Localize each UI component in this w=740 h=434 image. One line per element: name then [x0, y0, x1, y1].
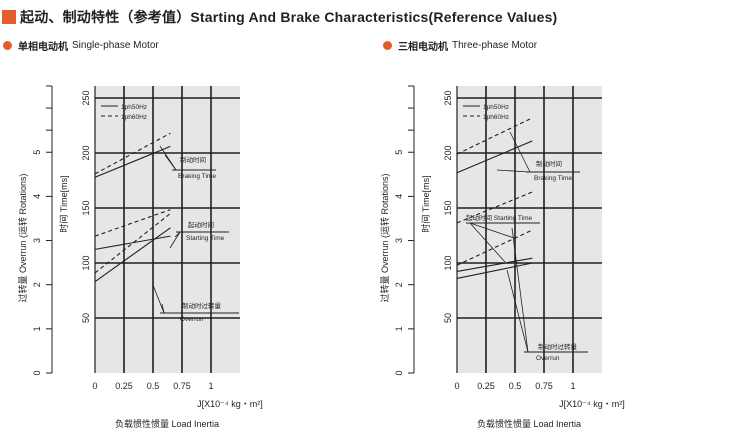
- series-line: [456, 262, 533, 279]
- annotation-cn: 制动时过转量: [538, 342, 578, 351]
- x-tick-label: 0.5: [147, 381, 160, 391]
- overrun-tick-label: 4: [32, 194, 42, 199]
- x-tick-label: 1: [570, 381, 575, 391]
- legend-entry: 1ph50Hz: [483, 104, 509, 111]
- annotation-leader: [496, 169, 531, 173]
- time-tick-label: 100: [443, 255, 453, 270]
- series-line: [94, 227, 171, 283]
- chart-1-subtitle-cn: 单相电动机: [18, 42, 68, 53]
- time-tick-label: 250: [81, 90, 91, 105]
- overrun-axis-label: 过转量 Overrun (运转 Rotations): [17, 173, 28, 302]
- overrun-tick-label: 5: [394, 150, 404, 155]
- overrun-tick-label: 3: [394, 238, 404, 243]
- annotation-en: Braking Time: [534, 175, 572, 182]
- annotation-leader: [152, 284, 165, 314]
- legend-entry: 1ph60Hz: [483, 114, 509, 121]
- series-line: [94, 132, 171, 175]
- overrun-tick-label: 3: [32, 238, 42, 243]
- annotation-leader: [174, 231, 181, 238]
- time-tick-label: 50: [443, 313, 453, 323]
- annotation-leader: [506, 269, 529, 353]
- chart-2-subtitle-en: Three-phase Motor: [452, 40, 538, 51]
- chart-1-subtitle-en: Single-phase Motor: [72, 40, 159, 51]
- x-tick-label: 0.5: [509, 381, 522, 391]
- overrun-tick-label: 0: [32, 370, 42, 375]
- annotation-en: Starting Time: [186, 235, 225, 242]
- overrun-tick-label: 0: [394, 370, 404, 375]
- time-tick-label: 150: [443, 200, 453, 215]
- time-tick-label: 150: [81, 200, 91, 215]
- page-title: 起动、制动特性（参考值）Starting And Brake Character…: [2, 7, 557, 27]
- x-tick-label: 0.25: [115, 381, 133, 391]
- series-line: [94, 145, 171, 178]
- page-title-text: 起动、制动特性（参考值）Starting And Brake Character…: [20, 9, 558, 25]
- time-tick-label: 100: [81, 255, 91, 270]
- x-tick-label: 1: [208, 381, 213, 391]
- annotation-leader: [469, 222, 515, 239]
- overrun-tick-label: 2: [394, 282, 404, 287]
- overrun-tick-label: 5: [32, 150, 42, 155]
- plot-area: [457, 86, 602, 373]
- x-axis-title: 负载惯性惯量 Load Inertia: [115, 418, 219, 429]
- overrun-tick-label: 4: [394, 194, 404, 199]
- annotation-leader: [169, 231, 181, 249]
- overrun-tick-label: 1: [32, 326, 42, 331]
- time-tick-label: 250: [443, 90, 453, 105]
- chart-2: 50 100 150 200 250 时间 Time[ms] 0 1 2 3 4 5 过转量 Overr…: [379, 85, 625, 429]
- title-marker: [2, 10, 16, 24]
- overrun-axis-label: 过转量 Overrun (运转 Rotations): [379, 173, 390, 302]
- annotation-leader: [509, 131, 531, 173]
- series-line: [456, 140, 533, 174]
- annotation-leader: [164, 154, 177, 171]
- annotation-en: Overrun: [536, 355, 560, 362]
- chart-1-subtitle: 单相电动机 Single-phase Motor: [3, 38, 159, 53]
- overrun-tick-label: 2: [32, 282, 42, 287]
- series-line: [456, 257, 533, 272]
- time-axis-label: 时间 Time[ms]: [58, 175, 69, 232]
- annotation-leader: [161, 303, 165, 314]
- annotation-cn: 制动时间: [180, 155, 206, 164]
- annotation-en: Braking Time: [178, 173, 216, 180]
- x-axis-title: 负载惯性惯量 Load Inertia: [477, 418, 581, 429]
- time-tick-label: 50: [81, 313, 91, 323]
- annotation-cn: 制动时间: [536, 159, 562, 168]
- chart-1: 50 100 150 200 250 时间 Time[ms] 0 1 2 3 4 5 过转量 Overr…: [17, 85, 263, 429]
- bullet-icon: [3, 41, 12, 50]
- bullet-icon: [383, 41, 392, 50]
- annotation-en: Overrun: [180, 316, 204, 323]
- series-line: [94, 209, 171, 237]
- legend-entry: 1ph60Hz: [121, 114, 147, 121]
- chart-2-subtitle-cn: 三相电动机: [398, 42, 448, 53]
- annotation-cn: 制动时过转量: [182, 301, 222, 310]
- annotation-cn: 起动时间 Starting Time: [466, 213, 532, 222]
- time-axis-label: 时间 Time[ms]: [420, 175, 431, 232]
- x-axis-label: J[X10⁻⁴ kg・m²]: [559, 399, 625, 409]
- legend-entry: 1ph50Hz: [121, 104, 147, 111]
- time-tick-label: 200: [443, 145, 453, 160]
- x-axis-label: J[X10⁻⁴ kg・m²]: [197, 399, 263, 409]
- annotation-leader: [469, 222, 506, 263]
- time-tick-label: 200: [81, 145, 91, 160]
- series-line: [94, 213, 171, 274]
- series-line: [94, 235, 171, 250]
- x-tick-label: 0.75: [173, 381, 191, 391]
- x-tick-label: 0.25: [477, 381, 495, 391]
- annotation-cn: 起动时间: [188, 220, 214, 229]
- annotation-leader: [511, 227, 529, 353]
- overrun-tick-label: 1: [394, 326, 404, 331]
- x-tick-label: 0: [92, 381, 97, 391]
- x-tick-label: 0.75: [535, 381, 553, 391]
- chart-2-subtitle: 三相电动机 Three-phase Motor: [383, 38, 537, 53]
- x-tick-label: 0: [454, 381, 459, 391]
